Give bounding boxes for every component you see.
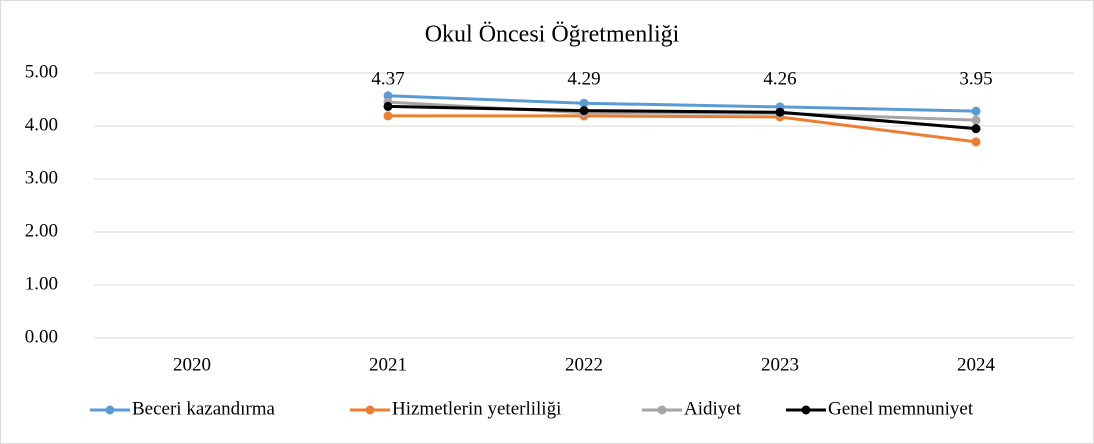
x-tick-label: 2020 xyxy=(173,354,211,375)
y-tick-label: 0.00 xyxy=(25,326,58,347)
point xyxy=(383,101,393,111)
data-label: 4.26 xyxy=(763,68,796,89)
point xyxy=(971,137,981,147)
legend-label: Aidiyet xyxy=(684,398,742,419)
legend-marker xyxy=(365,405,375,415)
point xyxy=(383,111,393,121)
legend-marker xyxy=(657,405,667,415)
legend-marker xyxy=(105,405,115,415)
x-tick-label: 2022 xyxy=(565,354,603,375)
point xyxy=(579,98,589,108)
x-tick-label: 2023 xyxy=(761,354,799,375)
legend-marker xyxy=(801,405,811,415)
chart-title: Okul Öncesi Öğretmenliği xyxy=(425,22,680,48)
data-label: 3.95 xyxy=(959,68,992,89)
point xyxy=(971,115,981,125)
legend-label: Beceri kazandırma xyxy=(132,398,276,419)
legend-label: Hizmetlerin yeterliliği xyxy=(392,398,561,419)
series-line xyxy=(387,94,977,113)
y-tick-label: 4.00 xyxy=(25,114,58,135)
point xyxy=(971,106,981,116)
point xyxy=(775,107,785,117)
series-line xyxy=(387,104,977,131)
point xyxy=(579,106,589,116)
data-label: 4.29 xyxy=(567,68,600,89)
data-label: 4.37 xyxy=(371,68,404,89)
y-tick-label: 2.00 xyxy=(25,220,58,241)
x-tick-label: 2024 xyxy=(957,354,996,375)
y-tick-label: 1.00 xyxy=(25,273,58,294)
x-tick-label: 2021 xyxy=(369,354,407,375)
point xyxy=(971,124,981,134)
point xyxy=(383,91,393,101)
y-tick-label: 3.00 xyxy=(25,167,58,188)
legend-label: Genel memnuniyet xyxy=(828,398,974,419)
y-tick-label: 5.00 xyxy=(25,61,58,82)
series-line xyxy=(388,114,977,144)
